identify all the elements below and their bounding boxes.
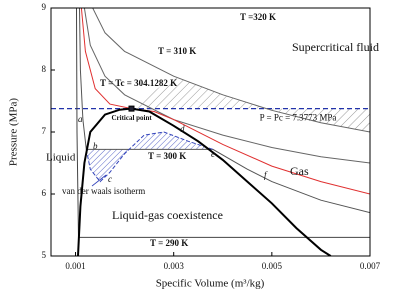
plot-area xyxy=(51,8,370,256)
annotation: Gas xyxy=(290,164,309,178)
annotation: c xyxy=(108,174,112,184)
y-tick-label: 7 xyxy=(42,126,47,136)
series-line xyxy=(79,8,370,214)
pc-label: P = Pc = 7.3773 MPa xyxy=(260,113,337,123)
annotation: f xyxy=(264,170,268,180)
y-tick-label: 8 xyxy=(42,64,47,74)
series-line xyxy=(85,131,214,183)
series-label: T = Tc = 304.1282 K xyxy=(100,78,177,88)
series-label: T = 290 K xyxy=(150,238,188,248)
series-label: T =320 K xyxy=(240,12,276,22)
annotation: e xyxy=(211,149,215,159)
x-tick-label: 0.001 xyxy=(65,261,85,271)
vdw-area xyxy=(86,132,213,182)
x-tick-label: 0.007 xyxy=(360,261,381,271)
annotation: Supercritical fluid xyxy=(292,40,379,54)
series-line xyxy=(76,8,370,238)
annotation: a xyxy=(78,114,83,124)
y-tick-label: 9 xyxy=(42,2,47,12)
annotation: d xyxy=(180,124,185,134)
y-tick-label: 6 xyxy=(42,188,47,198)
x-tick-label: 0.005 xyxy=(262,261,283,271)
series-line xyxy=(77,107,332,256)
x-tick-label: 0.003 xyxy=(164,261,185,271)
vdw-pointer xyxy=(91,174,107,187)
annotation: Liquid xyxy=(46,152,76,164)
series-label: T = 300 K xyxy=(148,151,186,161)
x-axis-title: Specific Volume (m³/kg) xyxy=(156,278,265,290)
y-tick-label: 5 xyxy=(42,250,47,260)
annotation: b xyxy=(93,141,98,151)
critical-point-label: Critical point xyxy=(111,114,152,122)
series-line xyxy=(80,8,370,195)
series-label: T = 310 K xyxy=(158,46,196,56)
series-line xyxy=(92,8,370,133)
critical-point xyxy=(128,105,135,112)
y-axis-title: Pressure (MPa) xyxy=(8,98,20,166)
annotation: Liquid-gas coexistence xyxy=(112,208,223,222)
series-label: van der waals isotherm xyxy=(62,186,145,196)
